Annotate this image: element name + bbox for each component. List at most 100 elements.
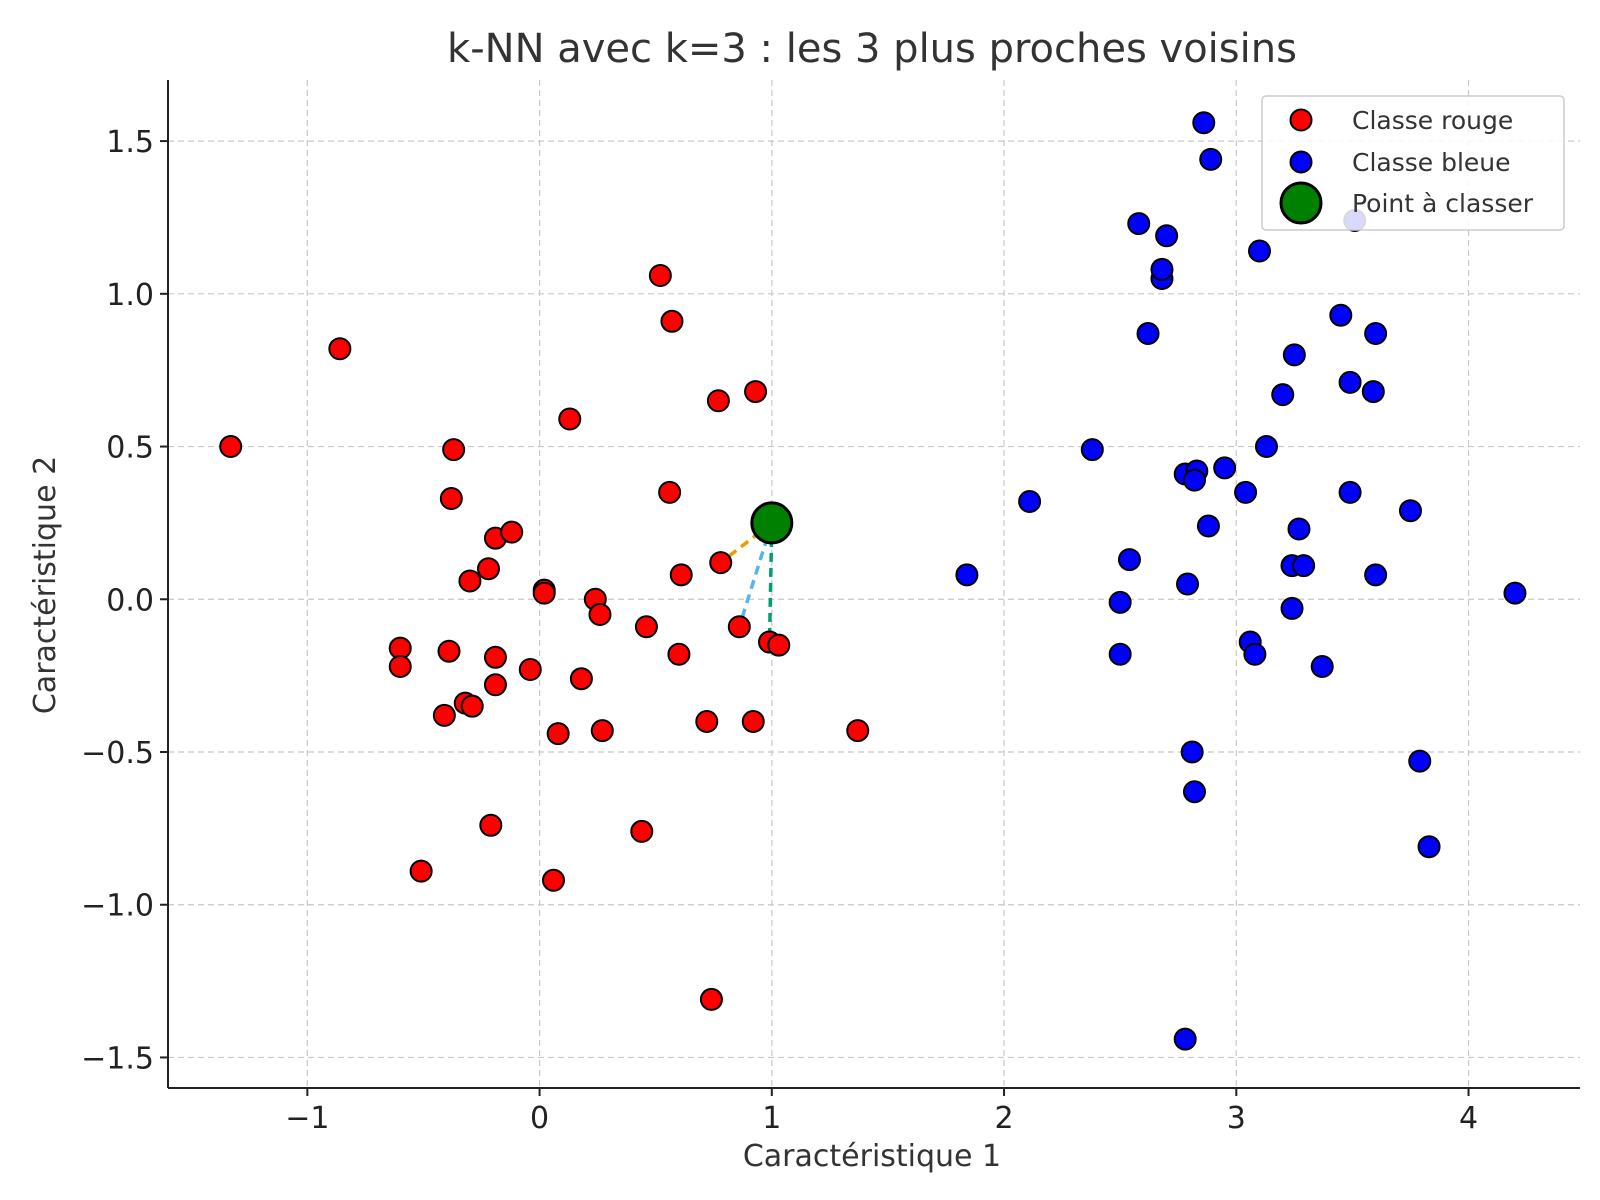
red-point [660, 309, 684, 333]
red-point [658, 480, 682, 504]
red-point [695, 709, 719, 733]
blue-point [1248, 239, 1272, 263]
blue-point [1254, 435, 1278, 459]
red-point [667, 642, 691, 666]
red-point [741, 709, 765, 733]
blue-point [1310, 654, 1334, 678]
x-tick-label: 0 [530, 1101, 549, 1136]
y-tick-label: 1.0 [106, 278, 154, 313]
red-point [588, 603, 612, 627]
axes [160, 80, 1580, 1096]
blue-point [1292, 554, 1316, 578]
blue-point [1136, 322, 1160, 346]
blue-point [1182, 468, 1206, 492]
blue-point [1243, 642, 1267, 666]
blue-point [1150, 257, 1174, 281]
blue-point [1108, 642, 1132, 666]
red-point [846, 719, 870, 743]
red-point [500, 520, 524, 544]
red-point [460, 694, 484, 718]
blue-point [1287, 517, 1311, 541]
red-point [706, 389, 730, 413]
blue-point [1182, 780, 1206, 804]
blue-point [1213, 456, 1237, 480]
y-tick-label: 0.0 [106, 583, 154, 618]
blue-point [1173, 1027, 1197, 1051]
blue-point [1364, 563, 1388, 587]
red-point [709, 551, 733, 575]
red-point [479, 813, 503, 837]
red-point [630, 819, 654, 843]
blue-point [1503, 581, 1527, 605]
red-point [476, 557, 500, 581]
grid [168, 80, 1580, 1088]
blue-point [1282, 343, 1306, 367]
blue-point [1180, 740, 1204, 764]
legend-label: Classe rouge [1352, 106, 1513, 135]
red-point [648, 263, 672, 287]
x-tick-label: −1 [285, 1101, 329, 1136]
legend-label: Classe bleue [1352, 148, 1511, 177]
red-point [546, 722, 570, 746]
red-point [518, 658, 542, 682]
red-point [532, 581, 556, 605]
legend-label: Point à classer [1352, 189, 1534, 218]
red-point [669, 563, 693, 587]
red-point [699, 987, 723, 1011]
blue-point [1408, 749, 1432, 773]
blue-point [1196, 514, 1220, 538]
red-point [590, 719, 614, 743]
red-point [458, 569, 482, 593]
x-tick-label: 4 [1459, 1101, 1478, 1136]
red-point [442, 438, 466, 462]
y-axis-label: Caractéristique 2 [28, 456, 63, 714]
red-point [388, 654, 412, 678]
red-point [219, 435, 243, 459]
red-point [409, 859, 433, 883]
blue-point [1364, 322, 1388, 346]
red-point [483, 673, 507, 697]
legend-box [1261, 95, 1565, 231]
blue-point [955, 563, 979, 587]
red-point [483, 645, 507, 669]
blue-point [1417, 835, 1441, 859]
blue-point [1361, 380, 1385, 404]
red-point [439, 486, 463, 510]
red-point [437, 639, 461, 663]
x-tick-label: 3 [1227, 1101, 1246, 1136]
blue-point [1127, 212, 1151, 236]
red-point [432, 703, 456, 727]
red-point [634, 615, 658, 639]
legend-marker [1289, 150, 1313, 174]
tick-labels: −1 0 1 2 3 4 −1.5 −1.0 −0.5 0.0 0.5 1.0 1.5 [81, 125, 1478, 1136]
blue-point [1117, 548, 1141, 572]
blue-point [1018, 490, 1042, 514]
blue-point [1080, 438, 1104, 462]
y-tick-label: 1.5 [106, 125, 154, 160]
y-tick-label: 0.5 [106, 431, 154, 466]
red-point [558, 407, 582, 431]
blue-point [1338, 480, 1362, 504]
blue-point [1176, 572, 1200, 596]
blue-point [1199, 147, 1223, 171]
chart-title: k-NN avec k=3 : les 3 plus proches voisi… [447, 26, 1297, 72]
y-tick-label: −1.5 [81, 1041, 154, 1076]
blue-point [1280, 596, 1304, 620]
x-axis-label: Caractéristique 1 [743, 1139, 1001, 1174]
legend: Classe rouge Classe bleue Point à classer [1261, 95, 1565, 231]
blue-point [1234, 480, 1258, 504]
y-tick-label: −0.5 [81, 736, 154, 771]
blue-point [1108, 590, 1132, 614]
data-points [219, 111, 1527, 1051]
y-tick-label: −1.0 [81, 889, 154, 924]
red-point [569, 667, 593, 691]
legend-marker [1289, 108, 1313, 132]
red-point [744, 380, 768, 404]
legend-marker [1279, 181, 1323, 225]
x-tick-label: 2 [995, 1101, 1014, 1136]
red-point [328, 337, 352, 361]
blue-point [1192, 111, 1216, 135]
red-point [727, 615, 751, 639]
blue-point [1155, 224, 1179, 248]
